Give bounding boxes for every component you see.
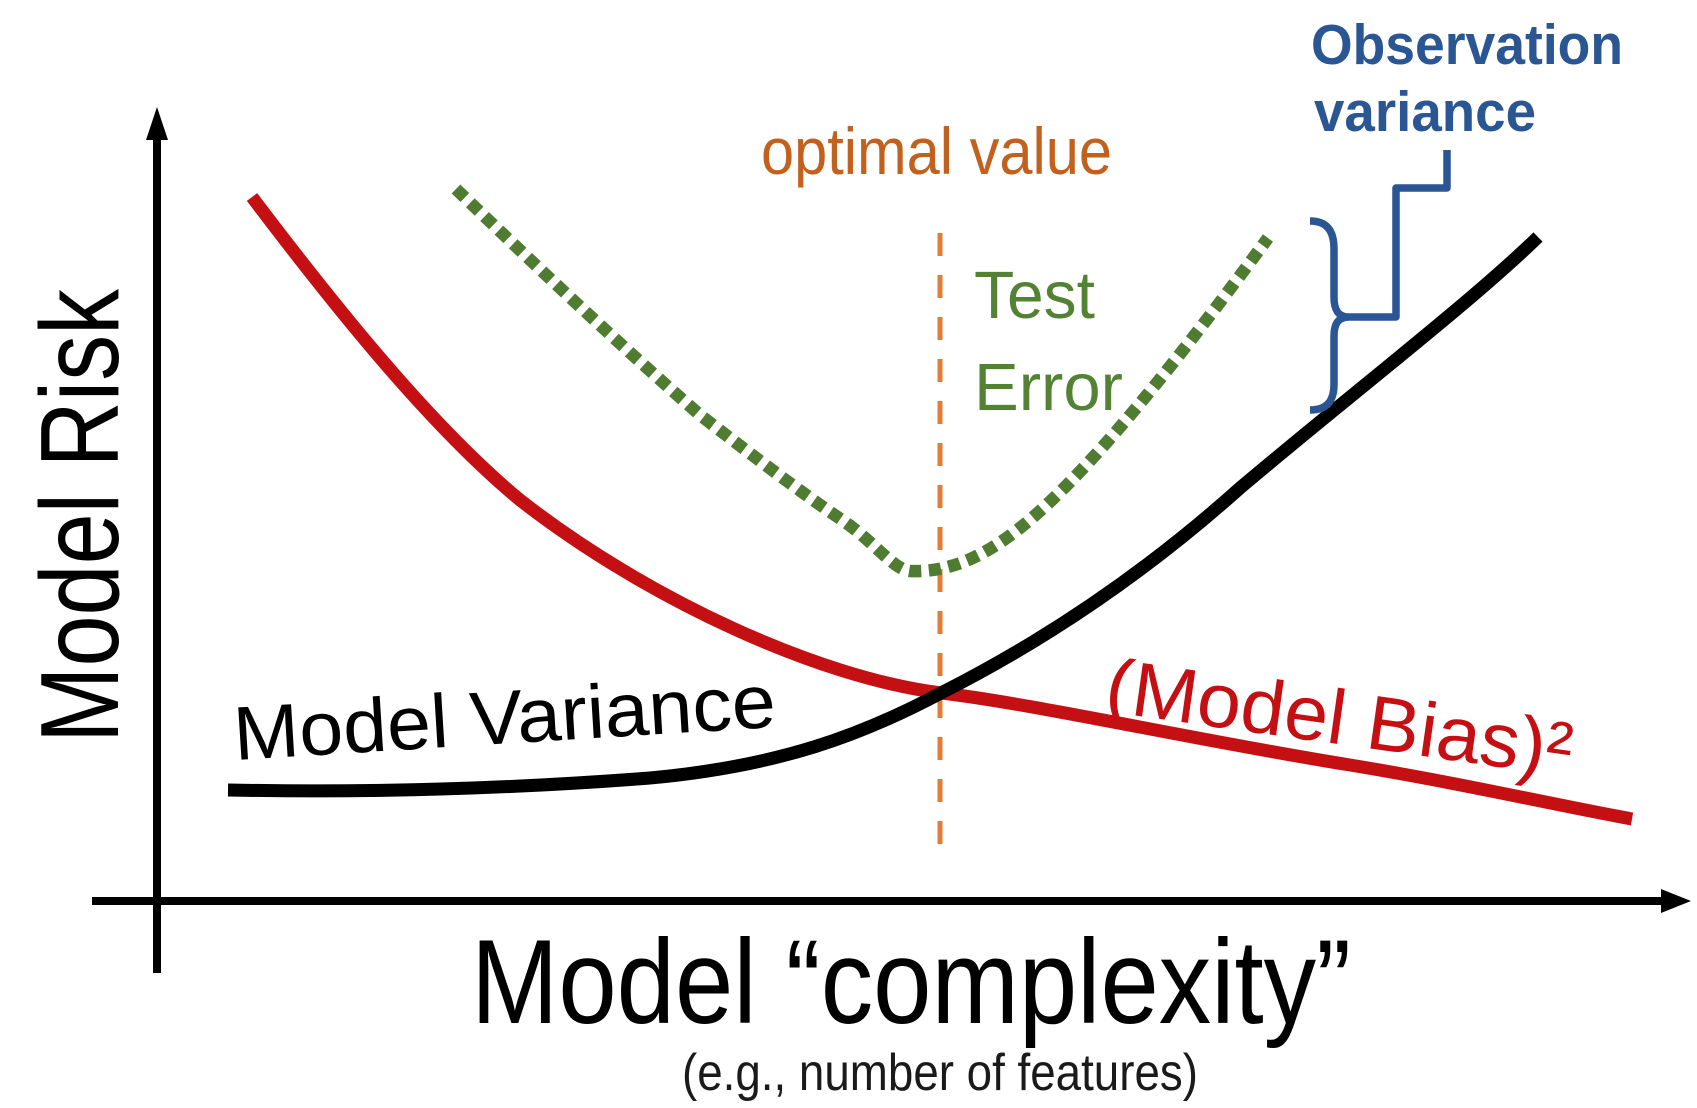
svg-text:Test: Test — [974, 258, 1095, 333]
svg-text:Error: Error — [974, 350, 1123, 425]
svg-text:Model Risk: Model Risk — [18, 289, 142, 743]
svg-text:Model “complexity”: Model “complexity” — [471, 915, 1351, 1049]
svg-text:Observation: Observation — [1311, 13, 1623, 77]
svg-text:(e.g., number of features): (e.g., number of features) — [682, 1044, 1198, 1102]
svg-text:optimal value: optimal value — [761, 114, 1112, 188]
svg-text:variance: variance — [1314, 80, 1536, 144]
